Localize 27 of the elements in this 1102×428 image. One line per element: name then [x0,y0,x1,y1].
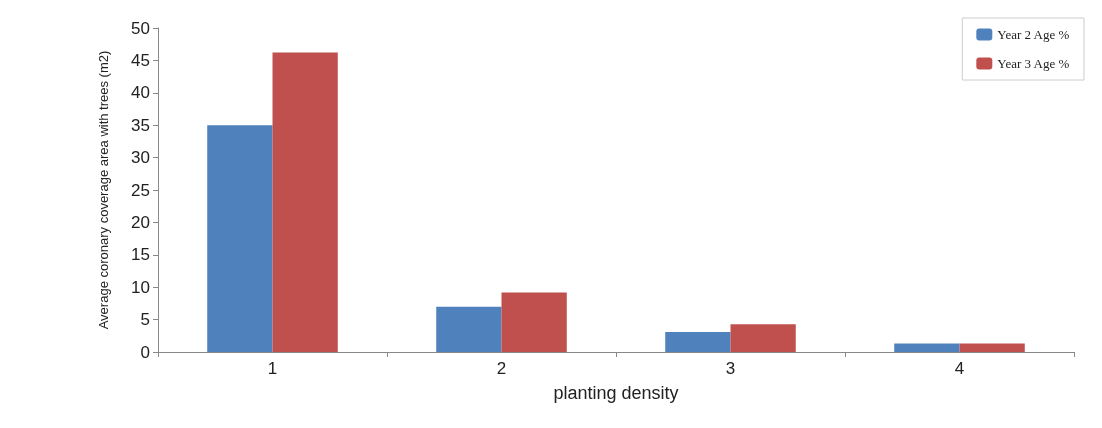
bar [730,324,796,352]
bar [501,292,567,352]
bar [894,343,960,352]
y-tick-label: 30 [131,148,150,168]
y-tick-label: 50 [131,18,150,38]
y-tick-label: 35 [131,115,150,135]
y-tick-label: 5 [140,310,150,330]
bar [665,331,731,352]
y-axis-title: Average coronary coverage area with trees (m2) [96,50,111,330]
x-axis-title: planting density [553,383,679,403]
y-tick-label: 20 [131,212,150,232]
x-tick-label: 3 [725,359,736,378]
y-tick-label: 45 [131,50,150,70]
bar [436,306,502,352]
bar [272,52,338,352]
y-tick-label: 10 [131,277,150,297]
y-tick-label: 25 [131,180,150,200]
bar [959,343,1025,352]
legend-label: Year 2 Age % [997,27,1070,42]
x-tick-label: 4 [954,359,965,378]
y-tick-label: 0 [140,342,150,362]
y-tick-label: 15 [131,245,150,265]
bar [207,125,273,352]
x-tick-label: 1 [267,359,278,378]
legend-label: Year 3 Age % [997,56,1070,71]
x-tick-label: 2 [496,359,507,378]
y-tick-label: 40 [131,83,150,103]
